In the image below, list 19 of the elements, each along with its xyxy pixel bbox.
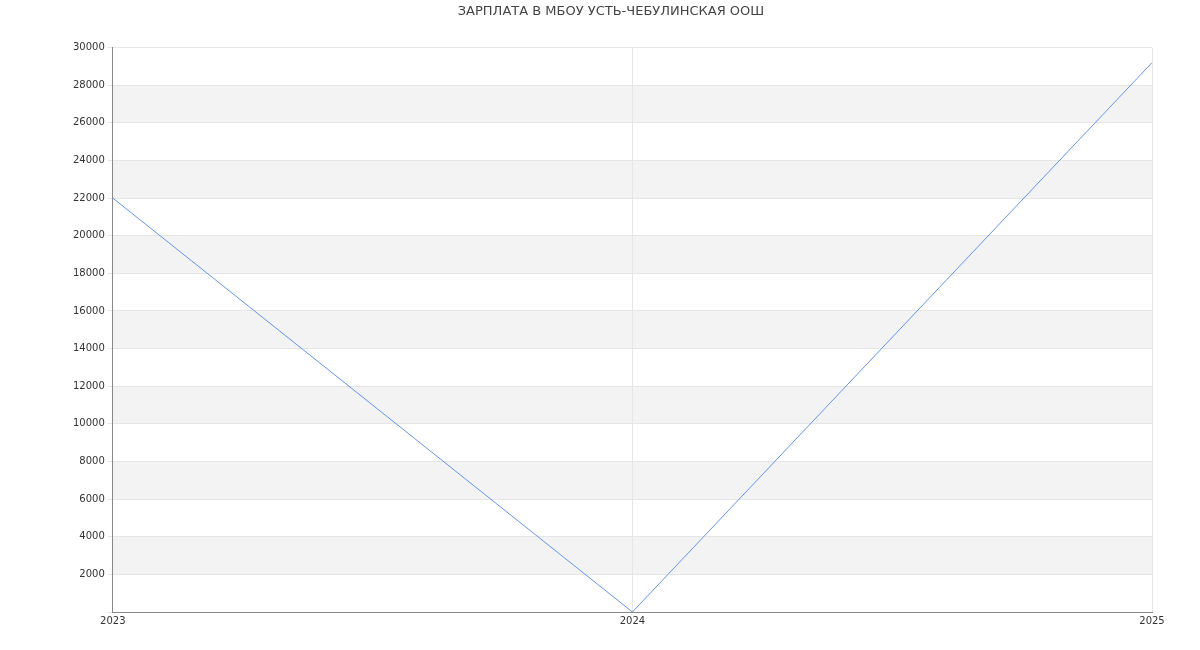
y-tick-label: 8000 [79, 455, 105, 467]
y-tick-label: 12000 [73, 379, 105, 391]
y-tick-label: 22000 [73, 191, 105, 203]
y-tick-label: 4000 [79, 530, 105, 542]
x-tick-label: 2023 [100, 614, 126, 626]
y-tick-label: 10000 [73, 417, 105, 429]
y-tick-label: 2000 [79, 567, 105, 579]
y-tick-label: 6000 [79, 492, 105, 504]
x-tick-label: 2024 [619, 614, 646, 626]
y-tick-label: 14000 [73, 342, 105, 354]
y-tick-label: 16000 [73, 304, 105, 316]
y-tick-label: 18000 [73, 266, 105, 278]
chart-title: ЗАРПЛАТА В МБОУ УСТЬ-ЧЕБУЛИНСКАЯ ООШ [457, 3, 765, 19]
y-tick-label: 26000 [73, 116, 105, 128]
x-tick-label: 2025 [1139, 614, 1165, 626]
y-tick-label: 20000 [73, 229, 105, 241]
y-tick-label: 24000 [73, 154, 105, 166]
y-tick-label: 30000 [73, 41, 105, 53]
y-tick-label: 28000 [73, 78, 105, 90]
